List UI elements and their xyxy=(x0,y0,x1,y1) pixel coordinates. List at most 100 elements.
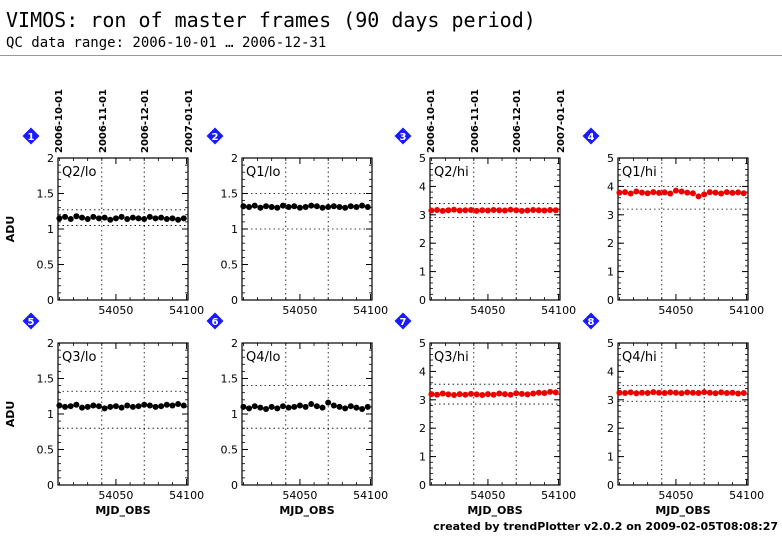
panel-6: 6 0 0.5 1 1.5 2 54050 54100 Q4/lo MJD_OBS xyxy=(206,312,388,517)
data-point xyxy=(655,389,662,396)
data-point xyxy=(518,390,525,397)
panel-badge-number: 4 xyxy=(588,132,595,143)
data-point xyxy=(158,403,165,410)
data-point xyxy=(246,203,253,210)
data-point xyxy=(501,391,508,398)
y-tick-label: 2 xyxy=(419,237,426,250)
data-point xyxy=(667,389,674,396)
data-point xyxy=(291,203,298,210)
data-point xyxy=(146,402,153,409)
data-point xyxy=(101,214,108,221)
y-tick-label: 1 xyxy=(607,266,614,279)
data-point xyxy=(701,389,708,396)
data-point xyxy=(152,215,159,222)
data-point xyxy=(169,402,176,409)
data-point xyxy=(291,403,298,410)
panel-badge-number: 6 xyxy=(212,317,219,328)
data-point xyxy=(718,190,725,197)
x-tick-label: 54100 xyxy=(729,304,764,317)
data-point xyxy=(146,213,153,220)
x-tick-label: 54050 xyxy=(658,489,693,502)
data-point xyxy=(627,190,634,197)
data-point xyxy=(530,390,537,397)
data-point xyxy=(95,215,102,222)
y-tick-label: 5 xyxy=(607,152,614,165)
data-point xyxy=(124,216,131,223)
data-point xyxy=(180,215,187,222)
data-point xyxy=(729,189,736,196)
panel-label: Q2/lo xyxy=(62,165,96,180)
y-tick-label: 2 xyxy=(419,422,426,435)
data-point xyxy=(428,391,435,398)
y-tick-label: 2 xyxy=(607,422,614,435)
y-tick-label: 3 xyxy=(607,394,614,407)
date-tick-label: 2006-11-01 xyxy=(98,89,109,153)
date-tick-label: 2006-10-01 xyxy=(426,89,437,153)
data-point xyxy=(473,391,480,398)
y-tick-label: 0 xyxy=(231,294,238,307)
data-point xyxy=(616,189,623,196)
data-point xyxy=(308,202,315,209)
data-point xyxy=(456,207,463,214)
data-point xyxy=(655,189,662,196)
data-point xyxy=(308,401,315,408)
y-tick-label: 1 xyxy=(231,223,238,236)
data-point xyxy=(240,403,247,410)
data-point xyxy=(347,203,354,210)
x-tick-label: 54050 xyxy=(98,304,133,317)
x-tick-label: 54100 xyxy=(353,489,388,502)
data-point xyxy=(552,207,559,214)
data-point xyxy=(735,189,742,196)
data-point xyxy=(251,202,258,209)
data-point xyxy=(263,406,270,413)
data-point xyxy=(535,389,542,396)
data-point xyxy=(107,216,114,223)
y-tick-label: 0 xyxy=(419,479,426,492)
panel-label: Q3/lo xyxy=(62,350,96,365)
y-tick-label: 0.5 xyxy=(221,259,239,272)
y-tick-label: 0 xyxy=(607,479,614,492)
y-tick-label: 0.5 xyxy=(221,444,239,457)
data-point xyxy=(319,404,326,411)
y-tick-label: 3 xyxy=(607,209,614,222)
data-point xyxy=(67,403,74,410)
data-point xyxy=(552,389,559,396)
panel-2: 2 0 0.5 1 1.5 2 54050 54100 Q1/lo xyxy=(206,127,388,317)
data-point xyxy=(175,401,182,408)
x-axis-label: MJD_OBS xyxy=(655,504,710,517)
panel-label: Q4/lo xyxy=(246,350,280,365)
data-point xyxy=(62,213,69,220)
data-point xyxy=(169,215,176,222)
data-point xyxy=(484,391,491,398)
y-tick-label: 2 xyxy=(231,337,238,350)
x-tick-label: 54100 xyxy=(169,489,204,502)
data-point xyxy=(163,216,170,223)
data-point xyxy=(73,213,80,220)
y-tick-label: 5 xyxy=(419,337,426,350)
y-tick-label: 2 xyxy=(47,337,54,350)
data-point xyxy=(79,404,86,411)
data-point xyxy=(650,389,657,396)
panel-4: 4 0 1 2 3 4 5 54050 54100 Q1/hi xyxy=(582,127,764,317)
data-point xyxy=(484,207,491,214)
data-point xyxy=(740,389,747,396)
data-point xyxy=(718,389,725,396)
data-point xyxy=(274,204,281,211)
data-point xyxy=(124,402,131,409)
y-tick-label: 0.5 xyxy=(37,259,55,272)
data-point xyxy=(616,389,623,396)
panel-1: 1 0 0.5 1 1.5 2 54050 54100 Q2/lo ADU 2006-10-01 20… xyxy=(4,89,204,317)
data-point xyxy=(627,389,634,396)
data-point xyxy=(496,207,503,214)
data-point xyxy=(490,391,497,398)
panel-label: Q3/hi xyxy=(434,350,469,365)
data-point xyxy=(107,403,114,410)
y-tick-label: 3 xyxy=(419,394,426,407)
y-tick-label: 4 xyxy=(607,365,614,378)
data-point xyxy=(135,403,142,410)
data-point xyxy=(518,207,525,214)
panel-badge-icon xyxy=(394,127,412,145)
data-point xyxy=(302,403,309,410)
y-axis-label: ADU xyxy=(4,401,17,428)
data-point xyxy=(445,207,452,214)
